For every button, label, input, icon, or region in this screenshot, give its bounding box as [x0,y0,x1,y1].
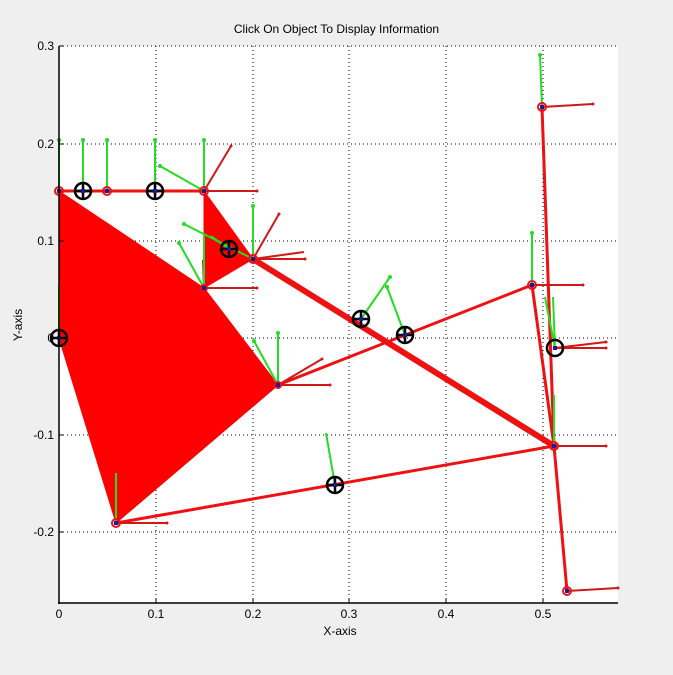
x-tick-label: 0.5 [534,607,552,621]
y-tick-label: 0.1 [37,234,54,248]
y-tick-label: 0.2 [37,137,54,151]
y-tick-label: -0.2 [33,525,54,539]
x-tick-label: 0.1 [147,607,165,621]
link-right-vertical-bottom[interactable] [552,444,569,593]
x-tick-label: 0.2 [244,607,262,621]
x-tick-label: 0.4 [437,607,455,621]
green-vector-tips [57,53,542,343]
y-tick-label: 0.3 [37,39,54,53]
x-axis-label: X-axis [323,624,357,638]
marker-icon[interactable] [545,338,565,358]
x-tick-label: 0.3 [340,607,358,621]
axes-lines [58,46,618,604]
y-tick-label: -0.1 [33,428,54,442]
y-axis-label: Y-axis [11,308,25,342]
x-tick-label: 0 [55,607,63,621]
link-right-slant[interactable] [530,283,556,448]
tick-marks [59,45,544,603]
red-frame-tips [165,102,620,590]
y-tick-label: 0 [47,331,54,345]
chart-title: Click On Object To Display Information [233,22,440,36]
link-right-vertical-top[interactable] [540,105,556,448]
node-rings[interactable] [54,102,572,596]
link-main-diagonal[interactable] [250,256,557,449]
